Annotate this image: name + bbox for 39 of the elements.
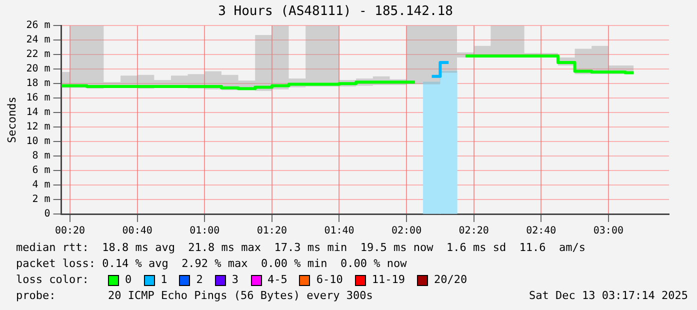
text: 4-5 — [266, 272, 288, 288]
text: 20 ICMP Echo Pings (56 Bytes) every 300s — [108, 289, 373, 302]
x-tick-label: 01:00 — [190, 226, 220, 237]
x-tick-label: 01:40 — [324, 226, 354, 237]
y-tick-label: 4 m — [32, 180, 50, 191]
y-tick-label: 26 m — [26, 20, 50, 32]
text: loss color: — [16, 272, 90, 288]
y-tick-label: 10 m — [26, 136, 50, 148]
y-tick-label: 16 m — [26, 92, 50, 104]
text: 20/20 — [433, 272, 468, 288]
x-tick-label: 00:40 — [122, 226, 152, 237]
x-tick-label: 03:00 — [593, 226, 624, 237]
y-tick-label: 8 m — [32, 150, 50, 162]
y-tick-label: 2 m — [32, 194, 50, 206]
x-tick-label: 02:00 — [391, 226, 422, 237]
y-tick-label: 0 — [44, 208, 50, 220]
x-tick-label: 00:20 — [54, 226, 86, 237]
x-tick-label: 02:20 — [458, 226, 489, 237]
y-axis-title: Seconds — [5, 96, 18, 143]
text: packet loss: 0.14 % avg 2.92 % max 0.00 % min 0.00 % now — [16, 256, 408, 272]
x-tick-label: 02:40 — [526, 226, 556, 237]
text: 6-10 — [315, 272, 343, 288]
text: median rtt: 18.8 ms avg 21.8 ms max 17.3 ms min 19.5 ms now 1.6 ms sd 11.6 am/s — [16, 240, 587, 256]
text: 11-19 — [370, 272, 405, 288]
y-tick-label: 20 m — [26, 64, 50, 75]
text: 0 — [124, 272, 132, 288]
y-tick-label: 24 m — [26, 34, 50, 46]
text: Sat Dec 13 03:17:14 2025 — [529, 288, 688, 304]
text: 2 — [195, 272, 203, 288]
text: 3 — [230, 272, 238, 288]
text: 1 — [160, 272, 168, 288]
y-tick-label: 12 m — [26, 122, 50, 133]
chart-title: 3 Hours (AS48111) - 185.142.18 — [218, 4, 453, 20]
y-tick-label: 22 m — [26, 49, 50, 60]
x-tick-label: 01:20 — [256, 226, 287, 237]
y-tick-label: 14 m — [26, 107, 50, 118]
text: probe: — [16, 288, 57, 304]
y-tick-label: 18 m — [26, 78, 50, 90]
y-tick-label: 6 m — [32, 165, 50, 176]
